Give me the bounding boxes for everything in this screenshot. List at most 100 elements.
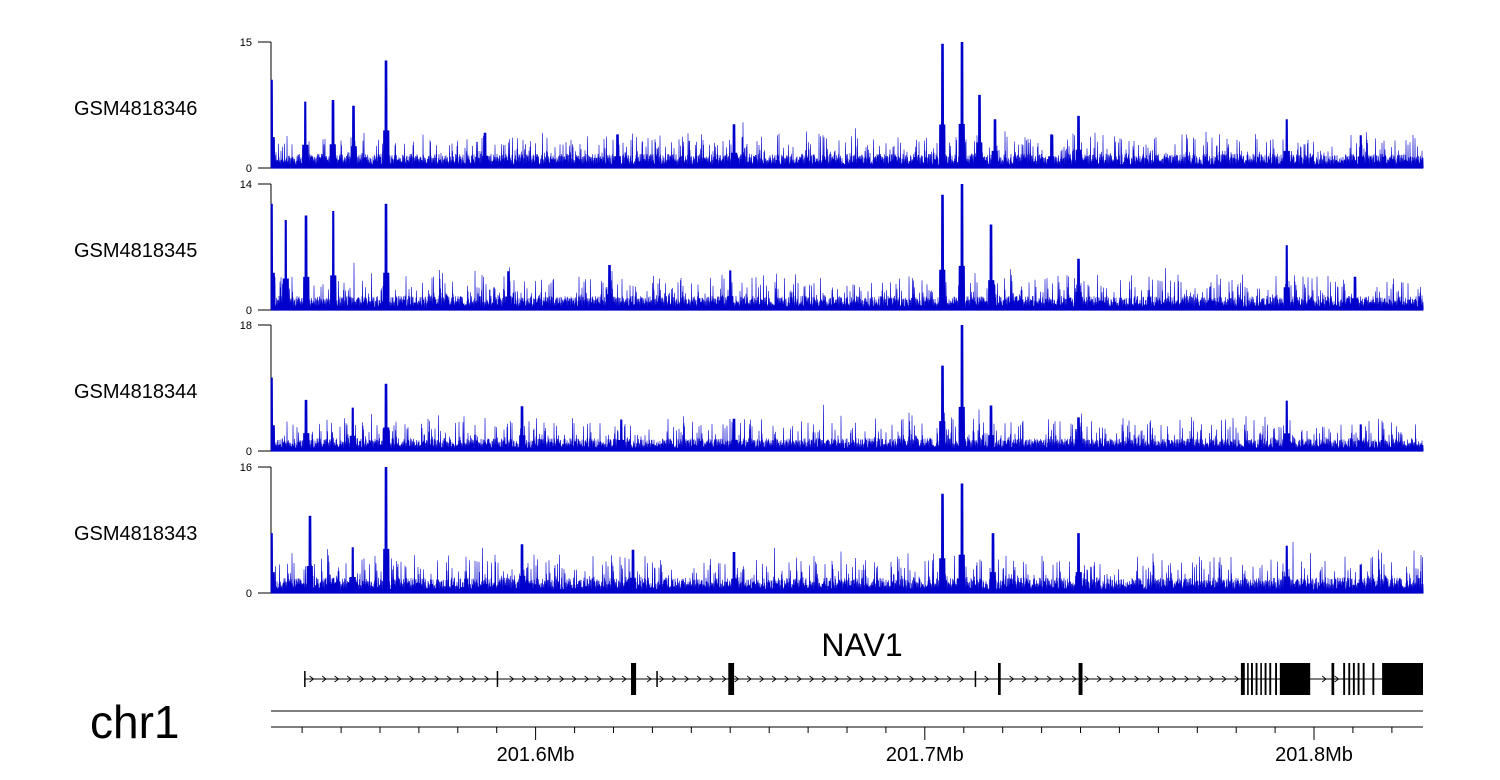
strand-arrow	[1021, 675, 1027, 683]
strand-arrow	[1071, 675, 1077, 683]
signal-area	[270, 324, 1424, 452]
strand-arrow	[596, 675, 602, 683]
tick-label: 201.6Mb	[497, 744, 575, 766]
strand-arrow	[659, 675, 665, 683]
strand-arrow	[384, 675, 390, 683]
strand-arrow	[621, 675, 627, 683]
strand-arrow	[771, 675, 777, 683]
exon	[1279, 663, 1311, 695]
exon	[974, 671, 977, 687]
track-scale-max: 14	[240, 179, 252, 191]
track-GSM4818346: GSM4818346 15 0	[74, 37, 1424, 175]
strand-arrow	[671, 675, 677, 683]
strand-arrow	[909, 675, 915, 683]
exon	[304, 671, 306, 687]
strand-arrow	[521, 675, 527, 683]
strand-arrow	[1334, 675, 1340, 683]
track-scale-min: 0	[246, 305, 252, 317]
strand-arrow	[321, 675, 327, 683]
signal-area	[270, 183, 1424, 311]
strand-arrow	[859, 675, 865, 683]
track-scale-min: 0	[246, 446, 252, 458]
strand-arrow	[721, 675, 727, 683]
exon	[1264, 663, 1267, 695]
gene-model	[304, 663, 1423, 695]
strand-arrow	[871, 675, 877, 683]
strand-arrow	[1121, 675, 1127, 683]
exon	[1275, 663, 1277, 695]
axis-ticks: 201.6Mb 201.7Mb 201.8Mb	[301, 727, 1393, 766]
strand-arrow	[396, 675, 402, 683]
track-scale-min: 0	[246, 163, 252, 175]
strand-arrow	[1046, 675, 1052, 683]
strand-arrow	[1084, 675, 1090, 683]
strand-arrow	[1221, 675, 1227, 683]
strand-arrow	[1196, 675, 1202, 683]
strand-arrow	[1234, 675, 1240, 683]
strand-arrow	[1009, 675, 1015, 683]
strand-arrow	[821, 675, 827, 683]
track-label: GSM4818345	[74, 240, 197, 262]
strand-arrow	[459, 675, 465, 683]
strand-arrow	[1109, 675, 1115, 683]
strand-arrow	[646, 675, 652, 683]
strand-arrow	[934, 675, 940, 683]
signal-area	[270, 41, 1424, 169]
exon	[1247, 663, 1249, 695]
strand-arrow	[1146, 675, 1152, 683]
strand-arrow	[359, 675, 365, 683]
gene-track: NAV1	[304, 627, 1423, 695]
strand-arrow	[1059, 675, 1065, 683]
track-scale-min: 0	[246, 588, 252, 600]
strand-arrow	[1171, 675, 1177, 683]
exon	[1382, 663, 1423, 695]
strand-arrow	[696, 675, 702, 683]
strand-arrow	[734, 675, 740, 683]
strand-arrow	[421, 675, 427, 683]
track-label: GSM4818343	[74, 523, 197, 545]
track-GSM4818343: GSM4818343 16 0	[74, 462, 1424, 600]
strand-arrow	[334, 675, 340, 683]
strand-arrow	[1184, 675, 1190, 683]
strand-arrow	[446, 675, 452, 683]
strand-arrow	[571, 675, 577, 683]
chromosome-label: chr1	[90, 696, 179, 748]
strand-arrow	[684, 675, 690, 683]
tick-label: 201.7Mb	[886, 744, 964, 766]
strand-arrow	[409, 675, 415, 683]
strand-arrow	[796, 675, 802, 683]
strand-arrow	[921, 675, 927, 683]
exon	[1255, 663, 1258, 695]
exon	[631, 663, 637, 695]
strand-arrow	[484, 675, 490, 683]
strand-arrow	[746, 675, 752, 683]
exon	[728, 663, 735, 695]
exon	[1372, 663, 1375, 695]
track-scale-max: 15	[240, 37, 252, 49]
tick-label: 201.8Mb	[1275, 744, 1353, 766]
exon	[1240, 663, 1245, 695]
signal-tracks: GSM4818346150GSM4818345140GSM4818344180G…	[74, 37, 1424, 600]
strand-arrow	[1321, 675, 1327, 683]
strand-arrow	[1159, 675, 1165, 683]
exon	[1357, 663, 1360, 695]
strand-arrow	[984, 675, 990, 683]
strand-arrow	[559, 675, 565, 683]
exon	[1251, 663, 1253, 695]
track-label: GSM4818346	[74, 98, 197, 120]
exon	[1352, 663, 1355, 695]
strand-arrow	[834, 675, 840, 683]
strand-arrow	[709, 675, 715, 683]
strand-arrow	[434, 675, 440, 683]
signal-area	[270, 466, 1424, 594]
exon	[656, 671, 658, 687]
strand-arrow	[584, 675, 590, 683]
strand-arrow	[959, 675, 965, 683]
strand-arrow	[846, 675, 852, 683]
strand-arrow	[309, 675, 315, 683]
exon	[496, 671, 499, 687]
exon	[1343, 663, 1346, 695]
strand-arrow	[1134, 675, 1140, 683]
strand-arrow	[896, 675, 902, 683]
